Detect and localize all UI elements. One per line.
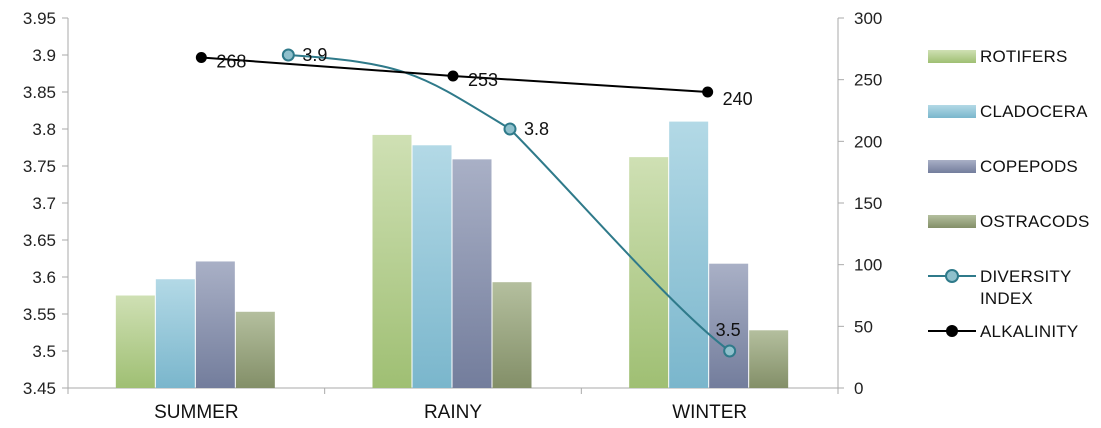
legend-item-rotifers: ROTIFERS [928,46,1090,68]
axes: 3.453.53.553.63.653.73.753.83.853.93.950… [23,9,882,423]
legend-label-copepods: COPEPODS [980,157,1078,176]
legend-item-cladocera: CLADOCERA [928,101,1090,123]
point-diversity-index [503,122,517,136]
legend-label-rotifers: ROTIFERS [980,47,1068,66]
bar-cladocera-winter [669,121,709,388]
legend-label-diversity-index: DIVERSITY INDEX [980,267,1072,308]
bar-copepods-winter [709,263,749,388]
y-left-tick-label: 3.75 [23,157,56,176]
y-right-tick-label: 50 [854,317,873,336]
labels: 3.9 3.8 3.5 268 253 240 [216,45,752,340]
point-diversity-index [723,344,737,358]
legend-label-cladocera: CLADOCERA [980,102,1088,121]
legend-swatch-cladocera [928,105,976,118]
y-left-tick-label: 3.55 [23,305,56,324]
label-alkalinity: 240 [723,89,753,109]
legend-item-copepods: COPEPODS [928,156,1090,178]
y-left-tick-label: 3.5 [32,342,56,361]
y-left-tick-label: 3.65 [23,231,56,250]
y-left-tick-label: 3.45 [23,379,56,398]
bar-cladocera-rainy [412,145,452,388]
y-right-tick-label: 0 [854,379,863,398]
x-category-label: SUMMER [154,402,238,423]
legend-swatch-ostracods [928,215,976,228]
bar-ostracods-winter [749,330,789,388]
bar-cladocera-summer [155,279,195,388]
y-left-tick-label: 3.6 [32,268,56,287]
legend-item-ostracods: OSTRACODS [928,211,1090,233]
label-alkalinity: 253 [468,70,498,90]
lines [195,48,737,358]
y-right-tick-label: 300 [854,9,882,28]
y-left-tick-label: 3.7 [32,194,56,213]
legend-swatch-rotifers [928,50,976,63]
y-right-tick-label: 250 [854,71,882,90]
x-category-label: RAINY [424,402,482,423]
label-alkalinity: 268 [216,51,246,71]
legend-label-alkalinity: ALKALINITY [980,322,1079,341]
legend-line-diversity-index [928,266,976,286]
bar-ostracods-rainy [492,282,532,388]
label-diversity-index: 3.5 [716,320,741,340]
legend-line-alkalinity [928,321,976,341]
label-diversity-index: 3.8 [524,119,549,139]
y-right-tick-label: 200 [854,132,882,151]
y-left-tick-label: 3.95 [23,9,56,28]
bar-ostracods-summer [235,311,275,388]
y-right-tick-label: 150 [854,194,882,213]
x-category-label: WINTER [672,402,747,423]
bars [115,121,789,388]
legend-swatch-copepods [928,160,976,173]
point-alkalinity [447,70,459,82]
bar-rotifers-winter [629,157,669,388]
y-left-tick-label: 3.9 [32,46,56,65]
y-left-tick-label: 3.8 [32,120,56,139]
y-left-tick-label: 3.85 [23,83,56,102]
y-right-tick-label: 100 [854,256,882,275]
point-alkalinity [195,51,207,63]
label-diversity-index: 3.9 [302,45,327,65]
point-diversity-index [281,48,295,62]
legend-item-alkalinity: ALKALINITY [928,321,1090,343]
bar-rotifers-rainy [372,134,412,388]
bar-copepods-summer [195,261,235,388]
bar-copepods-rainy [452,159,492,388]
bar-rotifers-summer [115,295,155,388]
legend-item-diversity-index: DIVERSITY INDEX [928,266,1090,310]
legend-label-ostracods: OSTRACODS [980,212,1090,231]
point-alkalinity [702,86,714,98]
